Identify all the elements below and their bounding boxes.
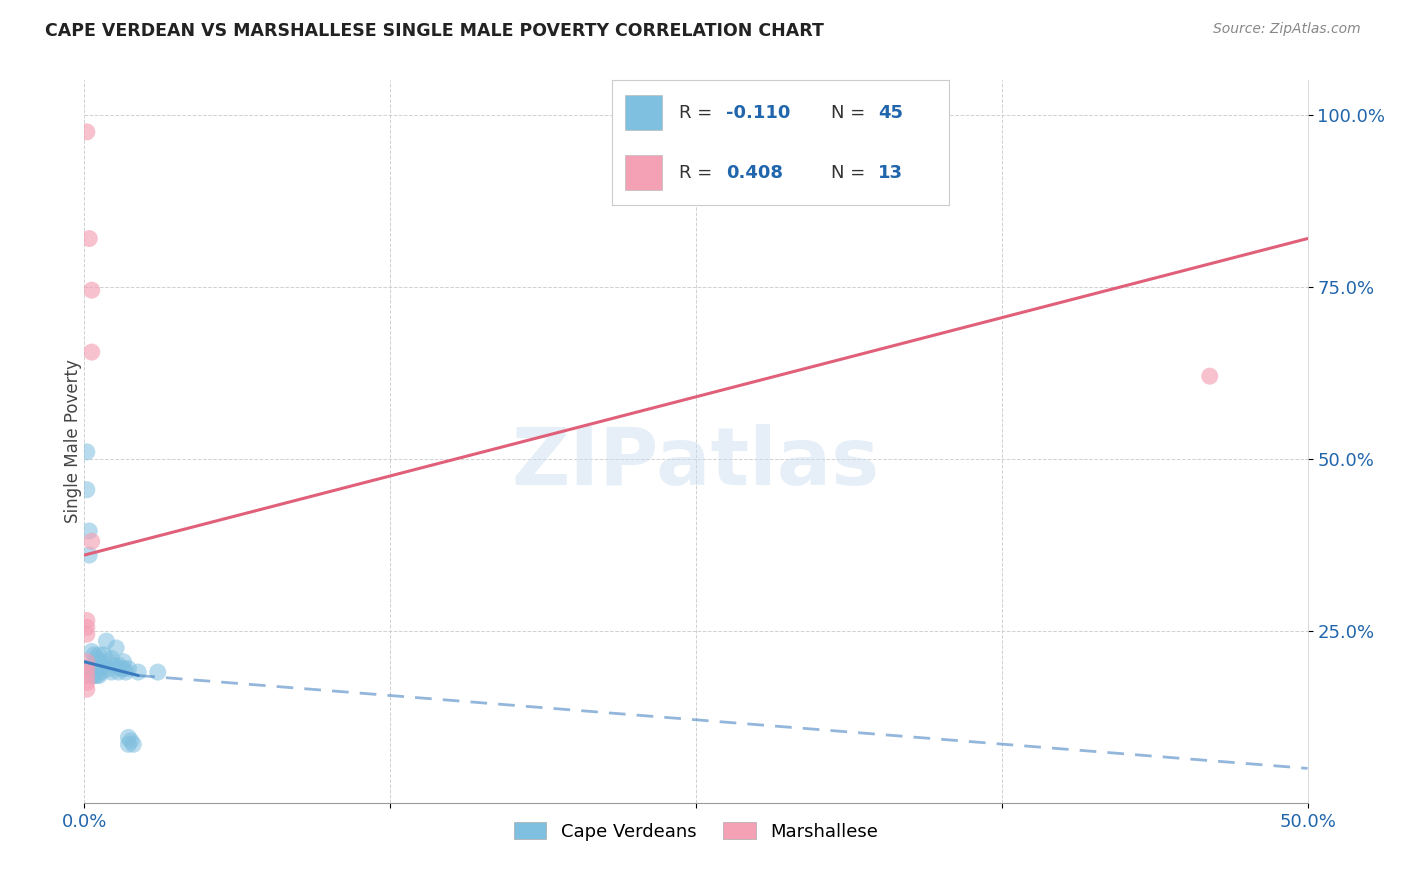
Point bbox=[80, 668, 103, 682]
Point bbox=[112, 662, 135, 676]
Point bbox=[83, 668, 105, 682]
Point bbox=[146, 665, 169, 679]
Text: Source: ZipAtlas.com: Source: ZipAtlas.com bbox=[1213, 22, 1361, 37]
Point bbox=[117, 737, 139, 751]
Point bbox=[107, 665, 129, 679]
Point bbox=[83, 658, 105, 673]
Point bbox=[80, 658, 103, 673]
Point bbox=[87, 668, 110, 682]
Point bbox=[76, 682, 98, 697]
Text: R =: R = bbox=[679, 164, 718, 182]
Point bbox=[87, 662, 110, 676]
Point bbox=[80, 644, 103, 658]
Text: -0.110: -0.110 bbox=[727, 103, 790, 121]
Point bbox=[80, 345, 103, 359]
Point bbox=[1198, 369, 1220, 384]
Point bbox=[103, 658, 125, 673]
Point bbox=[90, 658, 112, 673]
Point bbox=[107, 658, 129, 673]
Point bbox=[100, 651, 122, 665]
Point bbox=[80, 283, 103, 297]
Point bbox=[87, 655, 110, 669]
Text: ZIPatlas: ZIPatlas bbox=[512, 425, 880, 502]
Text: 13: 13 bbox=[879, 164, 903, 182]
Point bbox=[76, 445, 98, 459]
Point bbox=[86, 651, 108, 665]
Legend: Cape Verdeans, Marshallese: Cape Verdeans, Marshallese bbox=[506, 814, 886, 848]
Point bbox=[112, 655, 135, 669]
Point bbox=[76, 662, 98, 676]
Point bbox=[127, 665, 149, 679]
Text: R =: R = bbox=[679, 103, 718, 121]
Point bbox=[77, 548, 100, 562]
Point bbox=[115, 665, 138, 679]
Point bbox=[76, 483, 98, 497]
Point bbox=[117, 662, 139, 676]
Point bbox=[80, 662, 103, 676]
Point bbox=[117, 731, 139, 745]
Point bbox=[76, 668, 98, 682]
Point bbox=[110, 662, 132, 676]
Point bbox=[76, 620, 98, 634]
Point bbox=[77, 231, 100, 245]
Text: N =: N = bbox=[831, 103, 870, 121]
Point bbox=[76, 675, 98, 690]
Point bbox=[86, 662, 108, 676]
Point bbox=[83, 662, 105, 676]
Point bbox=[83, 648, 105, 662]
Point bbox=[77, 524, 100, 538]
Text: CAPE VERDEAN VS MARSHALLESE SINGLE MALE POVERTY CORRELATION CHART: CAPE VERDEAN VS MARSHALLESE SINGLE MALE … bbox=[45, 22, 824, 40]
Text: N =: N = bbox=[831, 164, 870, 182]
Point bbox=[87, 648, 110, 662]
Text: 45: 45 bbox=[879, 103, 903, 121]
Point bbox=[105, 640, 128, 655]
Point bbox=[96, 634, 118, 648]
Bar bbox=[626, 95, 662, 130]
Point bbox=[80, 534, 103, 549]
Bar bbox=[626, 155, 662, 190]
Point bbox=[76, 125, 98, 139]
Y-axis label: Single Male Poverty: Single Male Poverty bbox=[65, 359, 82, 524]
Point bbox=[76, 614, 98, 628]
Point bbox=[76, 627, 98, 641]
Point bbox=[93, 648, 115, 662]
Text: 0.408: 0.408 bbox=[727, 164, 783, 182]
Point bbox=[86, 668, 108, 682]
Point bbox=[100, 665, 122, 679]
Point bbox=[90, 665, 112, 679]
Point bbox=[97, 655, 120, 669]
Point bbox=[76, 655, 98, 669]
Point bbox=[97, 662, 120, 676]
Point bbox=[122, 737, 145, 751]
Point bbox=[120, 734, 142, 748]
